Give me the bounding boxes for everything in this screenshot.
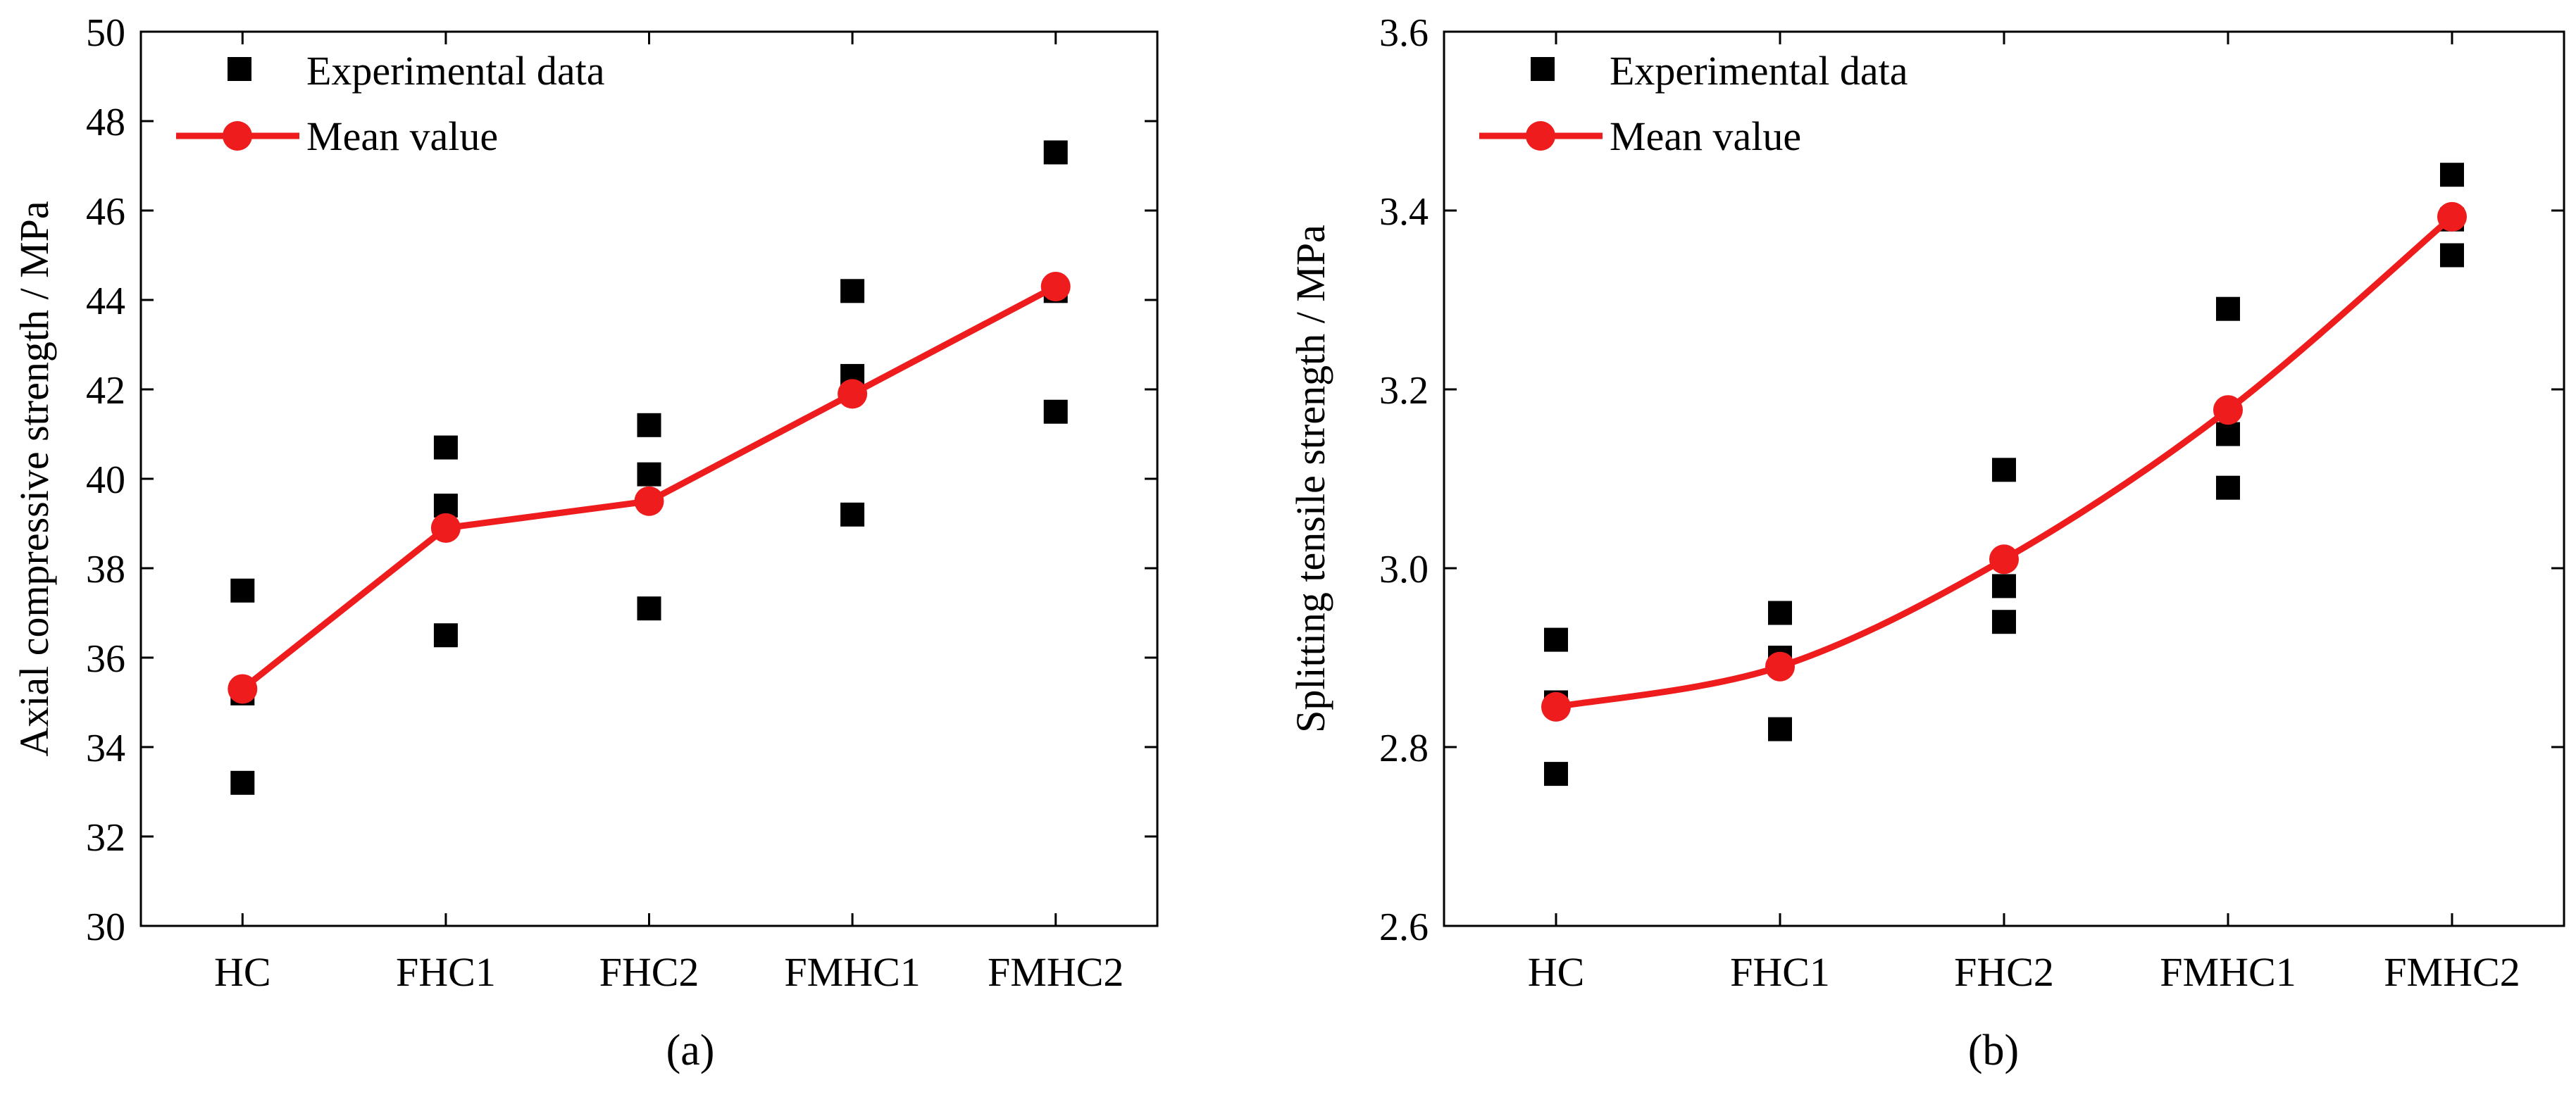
y-tick-label: 3.6 xyxy=(1379,11,1429,55)
legend-mean-label: Mean value xyxy=(306,113,498,159)
experimental-point xyxy=(433,435,458,460)
experimental-point xyxy=(1043,399,1068,424)
experimental-point xyxy=(2440,243,2464,268)
x-tick-label: FHC1 xyxy=(1730,949,1830,995)
legend-experimental-label: Experimental data xyxy=(306,48,605,94)
experimental-point xyxy=(2216,475,2240,500)
y-tick-label: 3.0 xyxy=(1379,548,1429,591)
experimental-point xyxy=(1768,717,1792,741)
experimental-point xyxy=(840,502,865,527)
x-tick-label: HC xyxy=(1528,949,1585,995)
experimental-point xyxy=(1544,762,1568,786)
y-tick-label: 44 xyxy=(86,280,125,323)
x-tick-label: FHC1 xyxy=(396,949,496,995)
legend-experimental-marker xyxy=(228,57,251,81)
y-tick-label: 2.8 xyxy=(1379,727,1429,770)
mean-value-point xyxy=(838,379,868,409)
y-tick-label: 30 xyxy=(86,905,125,949)
y-tick-label: 40 xyxy=(86,458,125,502)
experimental-point xyxy=(1043,140,1068,165)
panel-a: 30 32 34 36 38 40 42 44 46 48 50 HC FHC1 FHC2 FMHC1 FMH… xyxy=(11,11,1159,1074)
y-axis-label: Splitting tensile strength / MPa xyxy=(1288,225,1333,733)
experimental-point xyxy=(637,413,661,437)
mean-value-point xyxy=(2213,395,2243,425)
y-tick-label: 36 xyxy=(86,637,125,681)
y-tick-label: 3.4 xyxy=(1379,190,1429,234)
experimental-point xyxy=(840,279,865,303)
mean-value-point xyxy=(2437,201,2467,232)
experimental-point xyxy=(1992,458,2016,482)
x-tick-label: FMHC2 xyxy=(2384,949,2520,995)
mean-value-point xyxy=(1541,691,1571,722)
experimental-point xyxy=(2216,422,2240,446)
panel-label: (b) xyxy=(1968,1027,2019,1074)
y-tick-label: 42 xyxy=(86,369,125,413)
panel-label: (a) xyxy=(666,1027,715,1074)
mean-value-point xyxy=(1989,544,2019,575)
legend-mean-marker xyxy=(223,121,252,151)
y-tick-label: 34 xyxy=(86,727,125,770)
panel-b: 2.6 2.8 3.0 3.2 3.4 3.6 HC FHC1 FHC2 FMHC1 FMHC2 Sp… xyxy=(1288,11,2565,1074)
experimental-point xyxy=(1992,574,2016,598)
experimental-point xyxy=(230,770,255,795)
x-tick-label: FMHC1 xyxy=(2160,949,2296,995)
experimental-point xyxy=(433,623,458,648)
y-tick-label: 50 xyxy=(86,11,125,55)
experimental-point xyxy=(1768,601,1792,625)
x-tick-label: FMHC1 xyxy=(784,949,920,995)
legend-experimental-label: Experimental data xyxy=(1610,48,1908,94)
y-tick-label: 38 xyxy=(86,548,125,591)
experimental-point xyxy=(2216,296,2240,321)
experimental-point xyxy=(637,462,661,487)
mean-value-point xyxy=(228,674,258,704)
experimental-point xyxy=(1992,610,2016,634)
y-tick-label: 46 xyxy=(86,190,125,234)
experimental-point xyxy=(1544,627,1568,652)
legend-mean-marker xyxy=(1526,121,1555,151)
mean-value-point xyxy=(430,513,461,543)
y-tick-label: 2.6 xyxy=(1379,905,1429,949)
mean-value-point xyxy=(1765,651,1795,682)
legend-experimental-marker xyxy=(1531,57,1555,81)
y-tick-label: 32 xyxy=(86,816,125,860)
y-axis-label: Axial compressive strength / MPa xyxy=(11,201,57,756)
experimental-point xyxy=(2440,163,2464,187)
y-tick-label: 3.2 xyxy=(1379,369,1429,413)
y-tick-label: 48 xyxy=(86,101,125,144)
x-tick-label: FHC2 xyxy=(1954,949,2054,995)
mean-value-point xyxy=(634,486,664,516)
experimental-point xyxy=(637,596,661,621)
mean-value-point xyxy=(1040,271,1071,301)
x-tick-label: FHC2 xyxy=(599,949,699,995)
legend-mean-label: Mean value xyxy=(1610,113,1801,159)
x-tick-label: HC xyxy=(214,949,271,995)
x-tick-label: FMHC2 xyxy=(988,949,1124,995)
experimental-point xyxy=(230,578,255,603)
